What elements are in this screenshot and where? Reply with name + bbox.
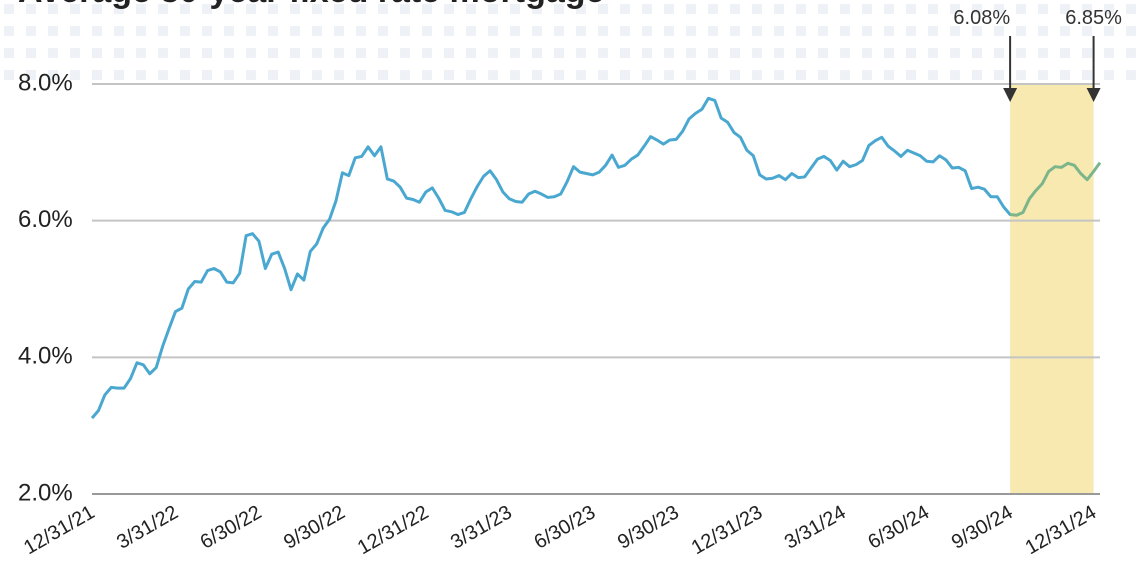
- y-tick-label: 4.0%: [18, 343, 73, 370]
- x-tick-label: 12/31/22: [354, 501, 432, 559]
- x-tick-label: 6/30/23: [530, 501, 599, 553]
- x-tick-label: 9/30/24: [948, 501, 1017, 553]
- x-tick-label: 12/31/21: [20, 501, 98, 559]
- x-tick-label: 6/30/22: [197, 501, 266, 553]
- background-pattern: [0, 0, 1138, 80]
- x-tick-label: 12/31/23: [688, 501, 766, 559]
- line-series: [90, 96, 1102, 420]
- x-tick-label: 3/31/24: [781, 501, 850, 553]
- x-tick-label: 9/30/22: [280, 501, 349, 553]
- annotation-label: 6.08%: [953, 7, 1010, 29]
- highlight-region: [1010, 84, 1094, 494]
- y-tick-label: 8.0%: [18, 69, 73, 96]
- x-tick-label: 3/31/22: [113, 501, 182, 553]
- annotation-arrowhead: [1003, 88, 1018, 102]
- x-tick-label: 3/31/23: [447, 501, 516, 553]
- x-tick-label: 6/30/24: [864, 501, 933, 553]
- x-tick-label: 12/31/24: [1022, 501, 1100, 559]
- y-tick-label: 6.0%: [18, 206, 73, 233]
- x-tick-label: 9/30/23: [614, 501, 683, 553]
- annotation-label: 6.85%: [1065, 7, 1122, 29]
- chart-title: Average 30-year fixed rate mortgage: [18, 0, 604, 10]
- annotation-arrowhead: [1086, 88, 1101, 102]
- y-tick-label: 2.0%: [18, 479, 73, 506]
